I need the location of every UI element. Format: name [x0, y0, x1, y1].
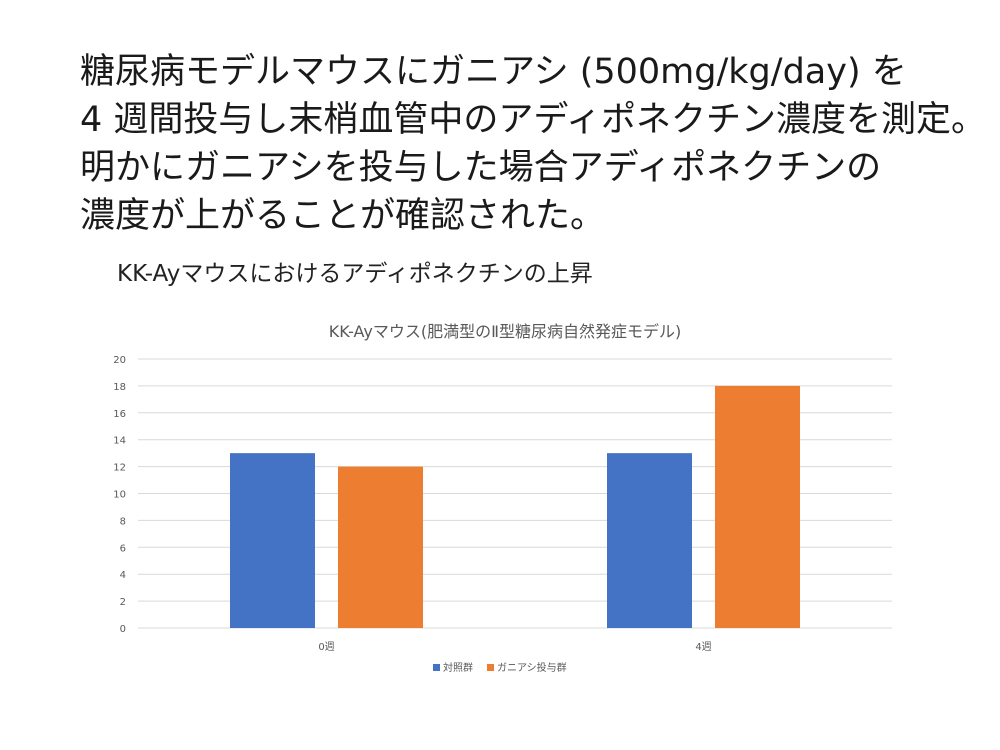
chart-title: KK-Ayマウス(肥満型のⅡ型糖尿病自然発症モデル) — [329, 322, 681, 341]
x-axis: 0週 4週 — [318, 641, 711, 653]
y-tick-label: 6 — [120, 543, 126, 554]
bar-treatment-0 — [338, 466, 423, 628]
bar-control-0 — [230, 453, 315, 628]
x-tick-label: 0週 — [318, 641, 334, 653]
y-tick-label: 0 — [120, 624, 126, 635]
legend-label: ガニアシ投与群 — [497, 661, 567, 674]
y-tick-label: 20 — [113, 355, 126, 366]
body-line-2: 4 週間投与し末梢血管中のアディポネクチン濃度を測定。 — [80, 100, 986, 140]
y-axis: 0 2 4 6 8 10 12 14 16 18 20 — [113, 355, 126, 635]
y-tick-label: 16 — [113, 409, 126, 420]
y-tick-label: 12 — [113, 463, 126, 474]
y-tick-label: 8 — [120, 516, 126, 527]
x-tick-label: 4週 — [695, 641, 711, 653]
legend-swatch — [433, 664, 440, 671]
body-line-4: 濃度が上がることが確認された。 — [80, 196, 606, 236]
legend: 対照群 ガニアシ投与群 — [433, 661, 567, 674]
body-line-1: 糖尿病モデルマウスにガニアシ (500mg/kg/day) を — [80, 52, 907, 92]
bar-control-1 — [607, 453, 692, 628]
legend-swatch — [487, 664, 494, 671]
y-tick-label: 14 — [113, 436, 126, 447]
y-tick-label: 10 — [113, 490, 126, 501]
y-tick-label: 18 — [113, 382, 126, 393]
bars — [230, 385, 800, 628]
y-tick-label: 4 — [120, 570, 126, 581]
slide-subtitle: KK-Ayマウスにおけるアディポネクチンの上昇 — [117, 261, 593, 287]
legend-label: 対照群 — [443, 661, 473, 674]
bar-treatment-1 — [715, 385, 800, 628]
slide-body-text: 糖尿病モデルマウスにガニアシ (500mg/kg/day) を 4 週間投与し末… — [80, 48, 990, 240]
y-tick-label: 2 — [120, 597, 126, 608]
body-line-3: 明かにガニアシを投与した場合アディポネクチンの — [80, 148, 882, 188]
